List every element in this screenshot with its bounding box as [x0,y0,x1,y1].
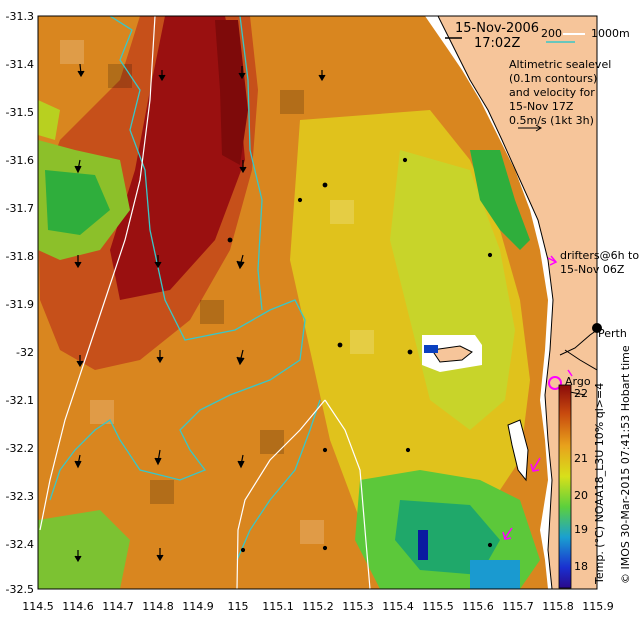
info-line-2: (0.1m contours) [509,72,597,85]
land [437,16,597,589]
scale-arrow [518,124,542,132]
y-tick-1: -31.4 [6,58,34,71]
south-cold-edge [470,560,520,589]
drifters-line-1: drifters@6h to [560,249,639,262]
argo-float-marker [548,376,562,390]
y-tick-4: -31.7 [6,202,34,215]
cool-patch-nw [38,100,60,140]
y-tick-10: -32.3 [6,490,34,503]
x-tick-11: 115.6 [462,600,494,613]
y-tick-11: -32.4 [6,538,34,551]
isobath-1000m [49,16,306,501]
isobath-200m-west [39,16,156,531]
x-tick-7: 115.2 [302,600,334,613]
x-tick-9: 115.4 [382,600,414,613]
y-tick-12: -32.5 [6,583,34,596]
sw-patch [38,510,130,589]
ne-coastal-strip [470,150,530,250]
info-line-3: and velocity for [509,86,595,99]
imos-credit: © IMOS 30-Mar-2015 07:41:53 Hobart time [619,345,632,584]
y-tick-5: -31.8 [6,250,34,263]
x-tick-4: 114.9 [182,600,214,613]
x-tick-8: 115.3 [342,600,374,613]
bathy-legend-200: 200 [541,27,562,40]
colorbar-ticks: 22 21 20 19 18 [574,387,588,573]
cb-tick-22: 22 [574,387,588,400]
y-tick-0: -31.3 [6,10,34,23]
isobath-1000m-south [236,399,321,561]
cb-tick-18: 18 [574,560,588,573]
cool-patch-west-core [45,170,110,235]
drifters-line-2: 15-Nov 06Z [560,263,625,276]
y-axis: -31.3 -31.4 -31.5 -31.6 -31.7 -31.8 -31.… [6,10,34,596]
south-cold-spot [418,530,428,560]
x-tick-6: 115.1 [262,600,294,613]
x-tick-13: 115.8 [542,600,574,613]
x-tick-10: 115.5 [422,600,454,613]
rottnest-cold-pixel [424,345,438,353]
velocity-arrows [74,63,493,563]
x-tick-12: 115.7 [502,600,534,613]
isobath-200m-south [236,399,371,589]
cb-tick-21: 21 [574,452,588,465]
info-line-5: 0.5m/s (1kt 3h) [509,114,594,127]
info-line-1: Altimetric sealevel [509,58,611,71]
isobath-1000m-inner [239,16,263,311]
y-tick-7: -32 [16,346,34,359]
x-tick-5: 115 [228,600,249,613]
bathy-legend-1000: 1000m [591,27,630,40]
header-date: 15-Nov-2006 [455,21,539,36]
info-line-4: 15-Nov 17Z [509,100,574,113]
colorbar [558,384,572,589]
x-axis: 114.5 114.6 114.7 114.8 114.9 115 115.1 … [22,600,614,613]
rottnest-island [431,345,473,363]
cb-tick-19: 19 [574,523,588,536]
colorbar-label: Temp. (°C) NOAA18_L3U 10% ql>=4 [593,383,606,585]
y-tick-3: -31.6 [6,154,34,167]
x-tick-0: 114.5 [22,600,54,613]
y-tick-9: -32.2 [6,442,34,455]
garden-island [507,419,529,482]
cb-tick-20: 20 [574,489,588,502]
x-tick-14: 115.9 [582,600,614,613]
argo-label: Argo [565,375,591,388]
hot-core-deep [215,20,248,165]
plot-frame [37,15,598,590]
y-tick-2: -31.5 [6,106,34,119]
header-time: 17:02Z [474,36,520,51]
x-tick-2: 114.7 [102,600,134,613]
pixel-texture [60,40,374,544]
perth-label: Perth [598,327,627,340]
x-tick-1: 114.6 [62,600,94,613]
y-tick-6: -31.9 [6,298,34,311]
hot-core [110,16,245,300]
nearshore-band-inner [390,150,515,430]
x-tick-3: 114.8 [142,600,174,613]
y-tick-8: -32.1 [6,394,34,407]
